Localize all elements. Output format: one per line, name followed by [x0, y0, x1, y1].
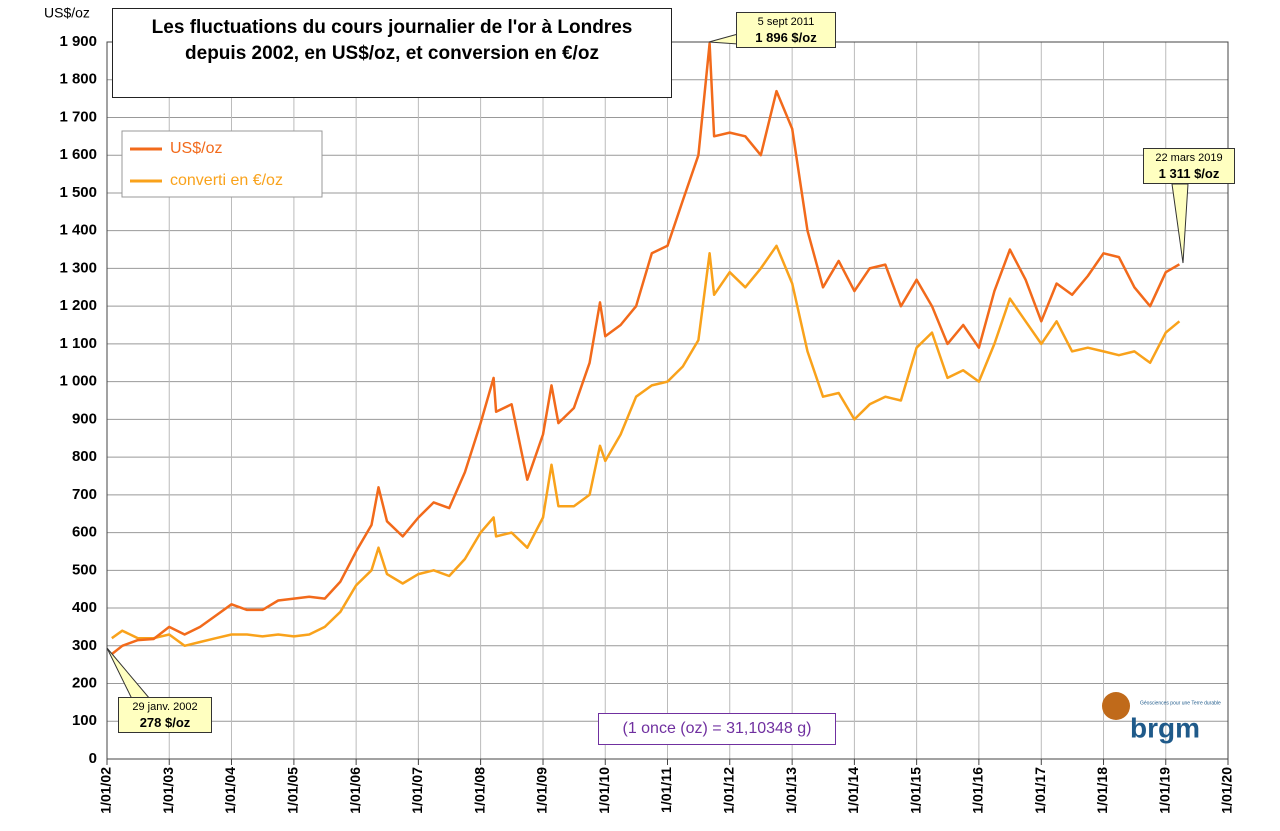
y-tick-label: 500 — [72, 561, 97, 578]
x-tick-label: 1/01/15 — [907, 767, 923, 814]
x-tick-label: 1/01/17 — [1032, 767, 1048, 814]
callout-date: 22 mars 2019 — [1155, 152, 1223, 164]
x-tick-label: 1/01/16 — [970, 767, 986, 814]
logo-tagline: Géosciences pour une Terre durable — [1140, 700, 1221, 706]
callout: 22 mars 2019 1 311 $/oz — [1143, 148, 1235, 184]
y-tick-label: 1 700 — [59, 108, 97, 125]
y-tick-label: 1 900 — [59, 33, 97, 50]
x-tick-label: 1/01/02 — [98, 767, 114, 814]
lines — [111, 42, 1181, 656]
y-tick-label: 100 — [72, 712, 97, 729]
y-tick-label: 1 600 — [59, 146, 97, 163]
y-tick-label: 1 200 — [59, 297, 97, 314]
x-tick-label: 1/01/20 — [1219, 767, 1235, 814]
x-tick-label: 1/01/09 — [534, 767, 550, 814]
callout-date: 5 sept 2011 — [757, 16, 815, 28]
callout-value: 1 896 $/oz — [755, 30, 817, 45]
chart-title: Les fluctuations du cours journalier de … — [112, 8, 672, 98]
y-tick-label: 1 400 — [59, 222, 97, 239]
y-tick-label: 1 000 — [59, 373, 97, 390]
y-axis-label: US$/oz — [44, 5, 90, 21]
y-tick-label: 1 500 — [59, 184, 97, 201]
y-tick-label: 300 — [72, 637, 97, 654]
x-tick-label: 1/01/04 — [222, 767, 238, 814]
legend — [121, 130, 323, 198]
x-tick-label: 1/01/13 — [783, 767, 799, 814]
series-line — [111, 244, 1181, 648]
y-tick-label: 1 800 — [59, 71, 97, 88]
x-tick-label: 1/01/10 — [596, 767, 612, 814]
callout: 5 sept 2011 1 896 $/oz — [736, 12, 836, 48]
x-tick-label: 1/01/19 — [1156, 767, 1172, 814]
callout: 29 janv. 2002 278 $/oz — [118, 697, 212, 733]
callout-pointer — [708, 33, 739, 45]
series-line — [111, 42, 1181, 656]
callout-pointer — [106, 647, 152, 700]
x-tick-label: 1/01/11 — [658, 767, 674, 813]
x-tick-label: 1/01/05 — [285, 767, 301, 814]
callout-value: 278 $/oz — [139, 715, 191, 730]
note: (1 once (oz) = 31,10348 g) — [598, 713, 836, 745]
x-tick-label: 1/01/07 — [409, 767, 425, 814]
callout-pointer — [1171, 183, 1189, 264]
callout-value: 1 311 $/oz — [1158, 166, 1220, 181]
y-tick-label: 1 300 — [59, 259, 97, 276]
y-tick-label: 400 — [72, 599, 97, 616]
y-tick-label: 700 — [72, 486, 97, 503]
x-tick-label: 1/01/12 — [720, 767, 736, 814]
callout-date: 29 janv. 2002 — [132, 701, 198, 713]
y-tick-label: 800 — [72, 448, 97, 465]
y-tick-label: 0 — [89, 750, 97, 767]
logo: brgm — [1130, 712, 1200, 743]
legend-label: US$/oz — [170, 140, 222, 157]
x-tick-label: 1/01/08 — [471, 767, 487, 814]
y-tick-label: 600 — [72, 524, 97, 541]
y-tick-label: 900 — [72, 410, 97, 427]
y-tick-label: 1 100 — [59, 335, 97, 352]
y-tick-label: 200 — [72, 674, 97, 691]
legend-label: converti en €/oz — [170, 172, 283, 189]
x-tick-label: 1/01/03 — [160, 767, 176, 814]
x-tick-label: 1/01/18 — [1094, 767, 1110, 814]
x-tick-label: 1/01/06 — [347, 767, 363, 814]
x-tick-label: 1/01/14 — [845, 767, 861, 814]
logo-icon — [1102, 692, 1130, 720]
